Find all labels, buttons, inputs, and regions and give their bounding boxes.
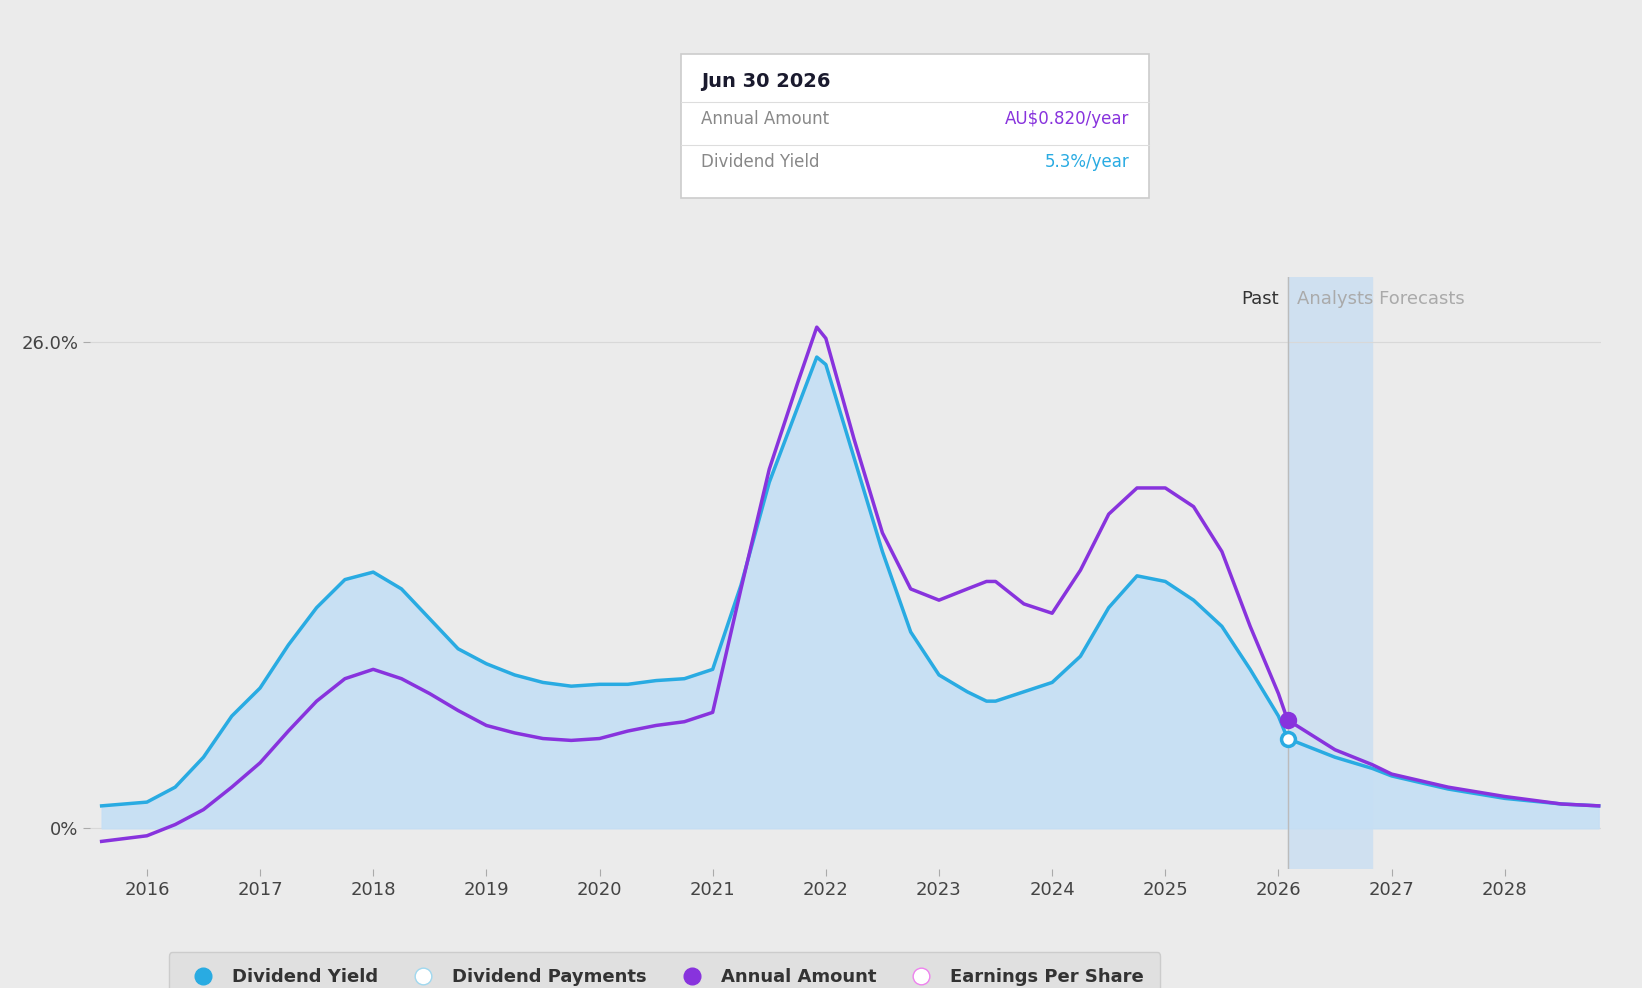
Bar [1287,277,1373,869]
Text: Jun 30 2026: Jun 30 2026 [701,72,831,91]
Text: Past: Past [1241,290,1279,308]
Legend: Dividend Yield, Dividend Payments, Annual Amount, Earnings Per Share: Dividend Yield, Dividend Payments, Annua… [169,952,1161,988]
Text: AU$0.820/year: AU$0.820/year [1005,110,1130,127]
Text: Analysts Forecasts: Analysts Forecasts [1297,290,1465,308]
Text: Annual Amount: Annual Amount [701,110,829,127]
Text: Dividend Yield: Dividend Yield [701,153,819,171]
Text: 5.3%/year: 5.3%/year [1044,153,1130,171]
